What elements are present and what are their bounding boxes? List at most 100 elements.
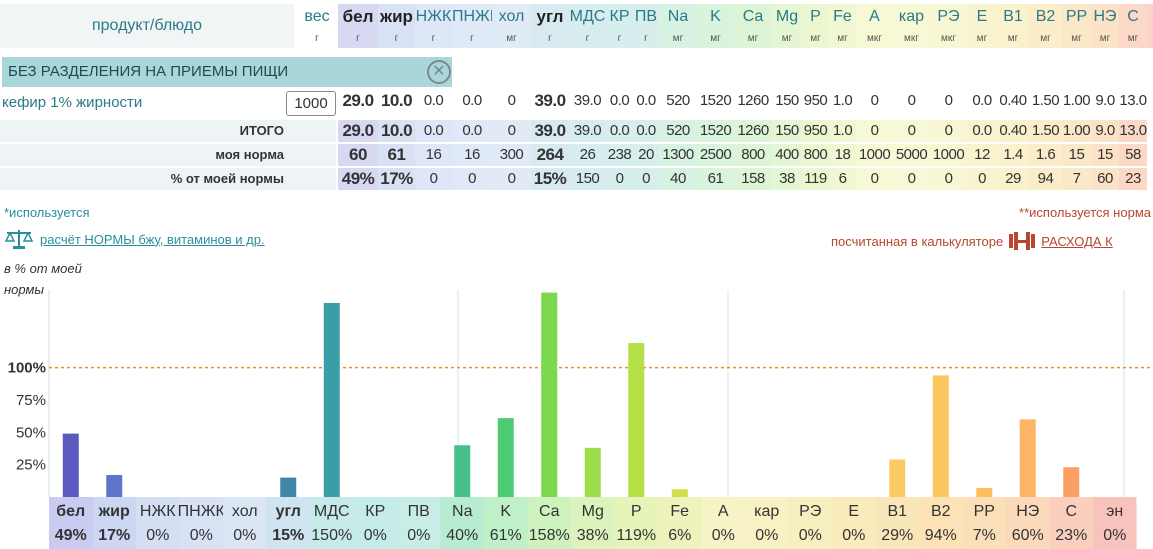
bar-НЭ [1019,419,1036,497]
percent-label-A: 0% [712,527,735,544]
column-unit-k: мг [697,30,734,48]
percent-label-угл: 15% [272,527,304,544]
column-header-b1: B1 [997,4,1029,30]
percent-label-бел: 49% [55,527,87,544]
percent-label-ПНЖК: 0% [190,527,213,544]
column-header-pnzhk: ПНЖК [452,4,492,30]
category-label-хол: хол [232,503,258,520]
summary-value-pnzhk: 0.0 [452,120,492,142]
summary-value-zhir: 10.0 [378,120,415,142]
column-unit-b2: мг [1029,30,1062,48]
column-unit-na: мг [659,30,697,48]
bar-C [1063,467,1080,497]
label-cell-A [701,497,745,549]
summary-label: ИТОГО [0,120,294,142]
column-unit-b1: мг [997,30,1029,48]
food-value-bel: 29.0 [338,92,378,114]
summary-value-ugl: 39.0 [531,120,569,142]
y-tick-label: 75% [16,392,46,409]
label-cell-B1 [875,497,919,549]
summary-value-mg: 400 [772,144,802,166]
column-header-fe: Fe [829,4,856,30]
expense-calc-link[interactable]: РАСХОДА К [1041,233,1113,249]
weight-input[interactable]: 1000 [286,91,336,116]
summary-value-mds: 39.0 [569,120,606,142]
y-tick-label: 25% [16,457,46,474]
column-unit-nzhk: г [415,30,452,48]
label-cell-E [832,497,876,549]
label-cell-Na [440,497,484,549]
column-unit-s [1147,30,1153,48]
summary-value-bel: 29.0 [338,120,378,142]
column-header-nzhk: НЖК [415,4,452,30]
product-header: продукт/блюдо [0,4,294,48]
summary-value-p: 119 [802,168,829,190]
label-cell-Mg [571,497,615,549]
column-unit-ne: мг [1091,30,1119,48]
percent-label-НЭ: 60% [1012,527,1044,544]
category-label-Na: Na [452,503,473,520]
category-label-Fe: Fe [670,503,689,520]
summary-value-mds: 26 [569,144,606,166]
category-label-КР: КР [365,503,385,520]
summary-value-pv: 20 [633,144,659,166]
column-unit-c: мг [1119,30,1147,48]
food-value-p: 950 [802,92,829,114]
calc-norm-link[interactable]: расчёт НОРМЫ бжу, витаминов и др. [4,228,265,250]
label-cell-НЭ [1006,497,1050,549]
summary-value-re: 1000 [930,144,967,166]
category-label-кар: кар [754,503,779,520]
column-header-bel: бел [338,4,378,30]
food-value-kar: 0 [893,92,930,114]
summary-value-kr: 0.0 [606,120,633,142]
nutrition-table: продукт/блюдовесгбелгжиргНЖКгПНЖКгхолмгу… [0,0,1153,192]
category-label-A: A [718,503,729,520]
food-value-nzhk: 0.0 [415,92,452,114]
calc-norm-link-label[interactable]: расчёт НОРМЫ бжу, витаминов и др. [40,231,265,247]
summary-value-na: 40 [659,168,697,190]
summary-value-pnzhk: 0 [452,168,492,190]
summary-value-ugl: 264 [531,144,569,166]
food-value-ugl: 39.0 [531,92,569,114]
summary-value-ugl: 15% [531,168,569,190]
summary-value-nzhk: 0 [415,168,452,190]
summary-value-e: 12 [967,144,997,166]
column-header-mds: МДС [569,4,606,30]
bar-P [628,343,645,497]
percent-label-эн: 0% [1103,527,1126,544]
bar-угл [280,477,297,497]
column-unit-a: мкг [856,30,893,48]
column-header-pv: ПВ [633,4,659,30]
category-label-жир: жир [98,503,130,520]
label-cell-P [614,497,658,549]
percent-label-C: 23% [1055,527,1087,544]
summary-value-e: 0.0 [967,120,997,142]
column-header-c: C [1119,4,1147,30]
used-norm-note: **используется норма [1019,205,1151,220]
bar-бел [62,433,79,497]
food-value-c: 13.0 [1119,92,1147,114]
percent-label-K: 61% [490,527,522,544]
column-header-k: K [697,4,734,30]
summary-value-e: 0 [967,168,997,190]
category-label-K: K [500,503,511,520]
summary-weight-cell [294,120,336,142]
summary-value-ne: 9.0 [1091,120,1119,142]
column-unit-bel: г [338,30,378,48]
summary-value-pv: 0.0 [633,120,659,142]
summary-value-na: 520 [659,120,697,142]
percent-label-НЖК: 0% [146,527,169,544]
y-tick-label: 50% [16,424,46,441]
category-label-Ca: Ca [539,503,560,520]
percent-label-Ca: 158% [529,527,570,544]
close-icon[interactable]: ✕ [427,60,451,84]
bar-Mg [584,447,601,497]
food-value-zhir: 10.0 [378,92,415,114]
food-value-re: 0 [930,92,967,114]
category-label-бел: бел [56,503,85,520]
label-cell-угл [266,497,310,549]
scales-icon [4,230,34,249]
bar-B1 [889,459,906,497]
percent-label-РЭ: 0% [799,527,822,544]
